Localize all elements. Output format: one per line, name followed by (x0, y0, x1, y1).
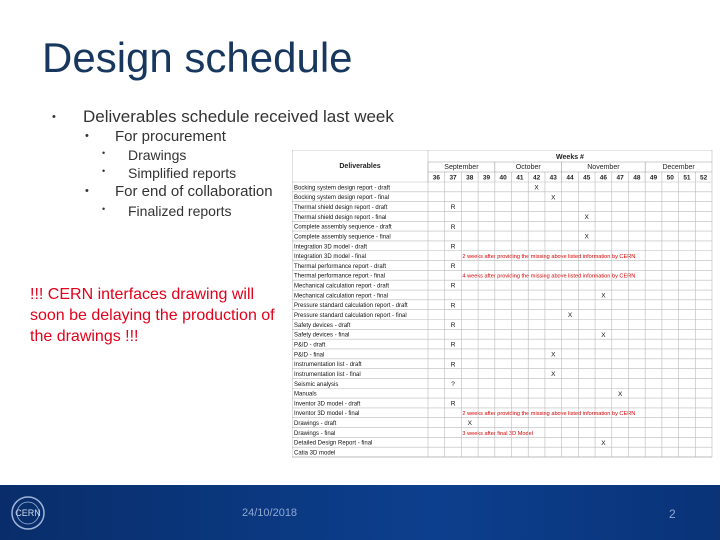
schedule-mark: X (551, 194, 556, 201)
week-number: 41 (516, 175, 524, 182)
month-label: November (587, 164, 620, 171)
schedule-mark: X (534, 185, 539, 192)
page-number: 2 (669, 507, 676, 521)
bullet-dot: • (102, 148, 106, 158)
schedule-mark: R (451, 283, 456, 290)
schedule-mark: X (601, 293, 606, 300)
week-number: 43 (550, 175, 558, 182)
schedule-mark: X (601, 332, 606, 339)
week-number: 37 (449, 175, 457, 182)
schedule-mark: X (618, 391, 623, 398)
deliverable-name: Inventor 3D model - draft (294, 401, 361, 407)
deliverable-name: Bocking system design report - final (294, 195, 389, 201)
schedule-table: Weeks # Deliverables September October Novem… (292, 150, 713, 458)
deliverable-name: Catia 3D model (294, 451, 335, 457)
month-label: September (444, 164, 479, 171)
deliverable-name: Complete assembly sequence - final (294, 234, 391, 240)
deliverable-name: Pressure standard calculation report - d… (294, 303, 408, 309)
week-number: 39 (483, 175, 491, 182)
bullet-dot: • (102, 166, 106, 176)
schedule-mark: X (468, 420, 473, 427)
deliverable-name: P&ID - draft (294, 342, 326, 348)
weeks-header: Weeks # (556, 154, 584, 161)
deliverable-name: Manuals (294, 392, 317, 398)
schedule-mark: X (568, 312, 573, 319)
deliverable-name: Pressure standard calculation report - f… (294, 313, 407, 319)
week-number: 44 (566, 175, 574, 182)
schedule-mark: X (585, 214, 590, 221)
schedule-note: 4 weeks after providing the missing abov… (462, 274, 635, 280)
month-label: December (662, 164, 695, 171)
footer: CERN 24/10/2018 2 (0, 485, 720, 540)
bullet-dot: • (85, 130, 89, 142)
week-number: 40 (500, 175, 508, 182)
schedule-mark: R (451, 263, 456, 270)
schedule-mark: R (451, 401, 456, 408)
bullet-dot: • (85, 185, 89, 197)
deliverable-name: Thermal performance report - draft (294, 264, 386, 270)
deliverable-name: P&ID - final (294, 352, 324, 358)
schedule-mark: R (451, 302, 456, 309)
schedule-mark: R (451, 361, 456, 368)
schedule-mark: X (551, 351, 556, 358)
bullet: Simplified reports (128, 165, 237, 181)
bullet: Finalized reports (128, 203, 232, 219)
week-number: 52 (700, 175, 708, 182)
deliverable-name: Bocking system design report - draft (294, 185, 390, 191)
week-number: 38 (466, 175, 474, 182)
schedule-mark: ? (451, 381, 455, 388)
deliverable-name: Integration 3D model - final (294, 254, 366, 260)
deliverable-name: Mechanical calculation report - final (294, 293, 388, 299)
deliverable-name: Thermal shield design report - draft (294, 205, 388, 211)
week-number: 47 (617, 175, 625, 182)
week-number: 42 (533, 175, 541, 182)
logo-text: CERN (15, 508, 41, 518)
bullet: Deliverables schedule received last week (83, 107, 394, 126)
schedule-mark: R (451, 224, 456, 231)
footer-date: 24/10/2018 (242, 507, 298, 519)
week-number: 36 (433, 175, 441, 182)
schedule-note: 2 weeks after providing the missing abov… (462, 411, 635, 417)
deliverable-name: Instrumentation list - final (294, 372, 361, 378)
bullet: For procurement (115, 128, 226, 145)
week-number: 49 (650, 175, 658, 182)
schedule-mark: X (551, 371, 556, 378)
bullet-dot: • (102, 204, 106, 214)
schedule-mark: X (585, 234, 590, 241)
month-label: October (516, 164, 542, 171)
week-number: 50 (667, 175, 675, 182)
schedule-mark: X (601, 440, 606, 447)
schedule-mark: R (451, 204, 456, 211)
deliverable-name: Complete assembly sequence - draft (294, 225, 392, 231)
bullet-dot: • (52, 111, 56, 123)
schedule-mark: R (451, 243, 456, 250)
deliverable-name: Thermal performance report - final (294, 274, 385, 280)
deliverable-name: Instrumentation list - draft (294, 362, 362, 368)
deliverable-name: Integration 3D model - draft (294, 244, 367, 250)
logo: CERN (11, 496, 45, 530)
schedule-mark: R (451, 342, 456, 349)
deliverable-name: Detailed Design Report - final (294, 441, 372, 447)
deliverable-name: Drawings - final (294, 431, 335, 437)
deliverable-name: Mechanical calculation report - draft (294, 284, 389, 290)
bullet: Drawings (128, 147, 187, 163)
schedule-note: 2 weeks after providing the missing abov… (462, 254, 635, 260)
deliverable-name: Seismic analysis (294, 382, 338, 388)
schedule-mark: R (451, 322, 456, 329)
warning-text: !!! CERN interfaces drawing will soon be… (30, 286, 275, 345)
week-number: 51 (683, 175, 691, 182)
deliverable-name: Safety devices - final (294, 333, 349, 339)
bullet: For end of collaboration (115, 183, 273, 200)
week-number: 45 (583, 175, 591, 182)
week-number: 46 (600, 175, 608, 182)
deliverable-name: Safety devices - draft (294, 323, 351, 329)
schedule-note: 3 weeks after final 3D Model (462, 431, 533, 437)
deliverables-header: Deliverables (339, 163, 380, 170)
slide-title: Design schedule (42, 34, 353, 81)
deliverable-name: Thermal shield design report - final (294, 215, 386, 221)
deliverable-name: Inventor 3D model - final (294, 411, 359, 417)
week-number: 48 (633, 175, 641, 182)
deliverable-name: Drawings - draft (294, 421, 337, 427)
